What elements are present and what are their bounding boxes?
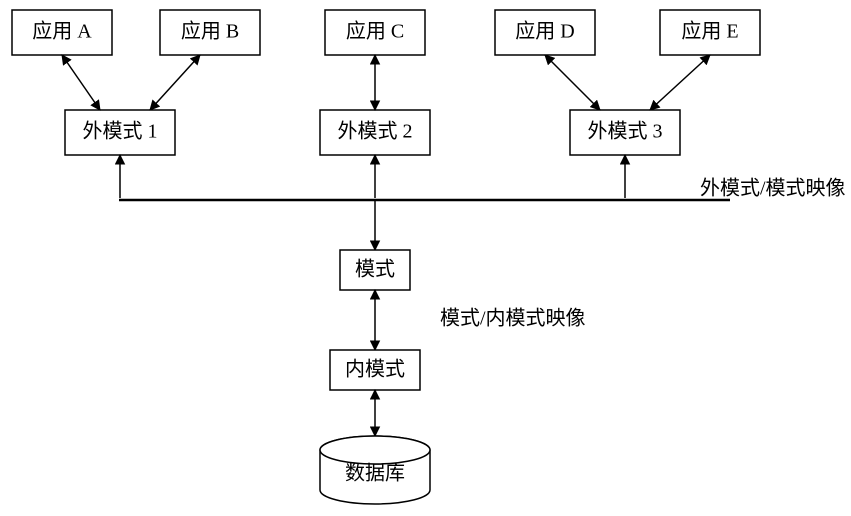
app-E-label: 应用 E: [681, 20, 738, 43]
app-box-D: 应用 D: [495, 10, 595, 55]
label-internal-mapping: 模式/内模式映像: [440, 307, 586, 330]
three-schema-diagram: 应用 A 应用 B 应用 C 应用 D 应用 E 外模式 1 外模式 2 外模式…: [0, 0, 851, 516]
arrow-E-ext3: [650, 55, 710, 110]
ext2-label: 外模式 2: [338, 120, 413, 143]
app-D-label: 应用 D: [515, 20, 574, 43]
internal-schema-box: 内模式: [330, 350, 420, 390]
database-label: 数据库: [345, 462, 405, 485]
internal-label: 内模式: [345, 358, 405, 381]
app-box-A: 应用 A: [12, 10, 112, 55]
app-A-label: 应用 A: [32, 20, 92, 43]
app-box-B: 应用 B: [160, 10, 260, 55]
external-schema-2: 外模式 2: [320, 110, 430, 155]
mode-label: 模式: [355, 258, 395, 281]
app-box-E: 应用 E: [660, 10, 760, 55]
arrow-B-ext1: [150, 55, 200, 110]
label-external-mapping: 外模式/模式映像: [700, 177, 846, 200]
database-cylinder: 数据库: [320, 436, 430, 504]
app-B-label: 应用 B: [181, 20, 239, 43]
arrow-D-ext3: [545, 55, 600, 110]
ext3-label: 外模式 3: [588, 120, 663, 143]
app-C-label: 应用 C: [346, 20, 404, 43]
app-box-C: 应用 C: [325, 10, 425, 55]
mode-box: 模式: [340, 250, 410, 290]
external-schema-3: 外模式 3: [570, 110, 680, 155]
arrow-A-ext1: [62, 55, 100, 110]
ext1-label: 外模式 1: [83, 120, 158, 143]
external-schema-1: 外模式 1: [65, 110, 175, 155]
